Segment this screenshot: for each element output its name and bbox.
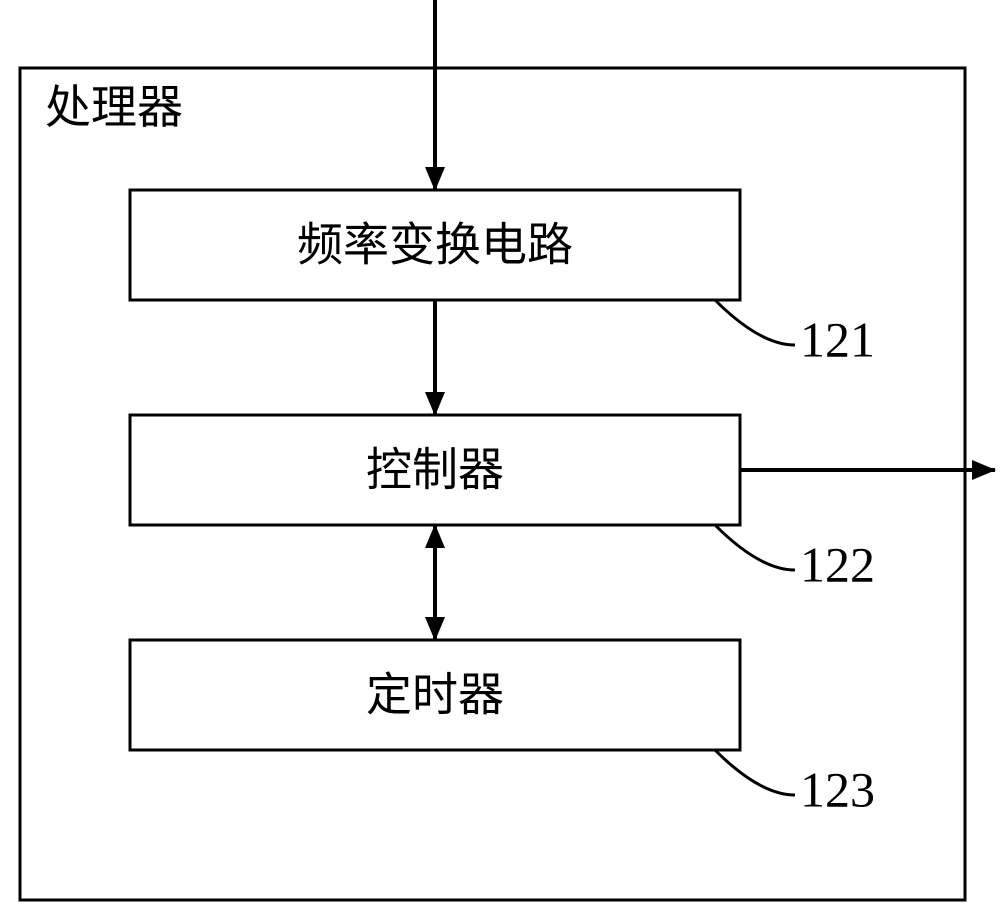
processor-label: 处理器	[45, 82, 183, 133]
node-label-n1: 频率变换电路	[297, 220, 573, 271]
node-label-n3: 定时器	[366, 670, 504, 721]
diagram-canvas: 处理器 频率变换电路控制器定时器 121 122 123	[0, 0, 1000, 921]
ref-leader-123	[715, 750, 795, 795]
ref-leader-121	[715, 300, 795, 345]
ref-leader-122	[715, 525, 795, 570]
ref-number-122: 122	[800, 536, 875, 592]
ref-number-123: 123	[800, 761, 875, 817]
node-label-n2: 控制器	[366, 445, 504, 496]
ref-number-121: 121	[800, 311, 875, 367]
